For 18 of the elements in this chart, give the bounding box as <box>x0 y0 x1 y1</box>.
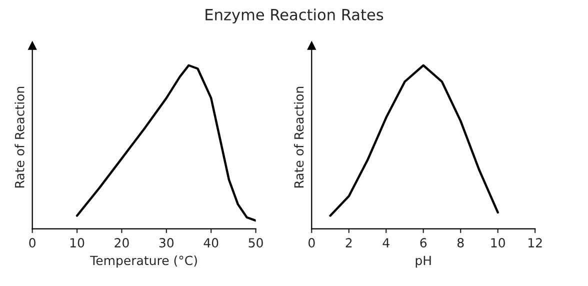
x-tick-label: 40 <box>204 238 218 248</box>
x-axis-title: pH <box>416 256 431 268</box>
y-axis-title: Rate of Reaction <box>294 86 304 188</box>
x-tick-label: 10 <box>70 238 84 248</box>
y-axis-title: Rate of Reaction <box>14 86 24 188</box>
x-tick-label: 50 <box>248 238 263 248</box>
x-tick-label: 8 <box>457 238 464 248</box>
x-tick-label: 20 <box>114 238 129 248</box>
text: Enzyme Reaction Rates <box>206 8 384 24</box>
x-tick-label: 30 <box>159 238 174 248</box>
x-tick-label: 6 <box>420 238 427 248</box>
x-tick-label: 0 <box>29 238 36 248</box>
x-tick-label: 10 <box>491 238 505 248</box>
x-tick-label: 0 <box>308 238 315 248</box>
x-axis-title: Temperature (°C) <box>90 255 197 268</box>
x-tick-label: 2 <box>346 238 352 248</box>
x-tick-label: 4 <box>382 238 390 248</box>
x-tick-label: 12 <box>528 238 542 248</box>
